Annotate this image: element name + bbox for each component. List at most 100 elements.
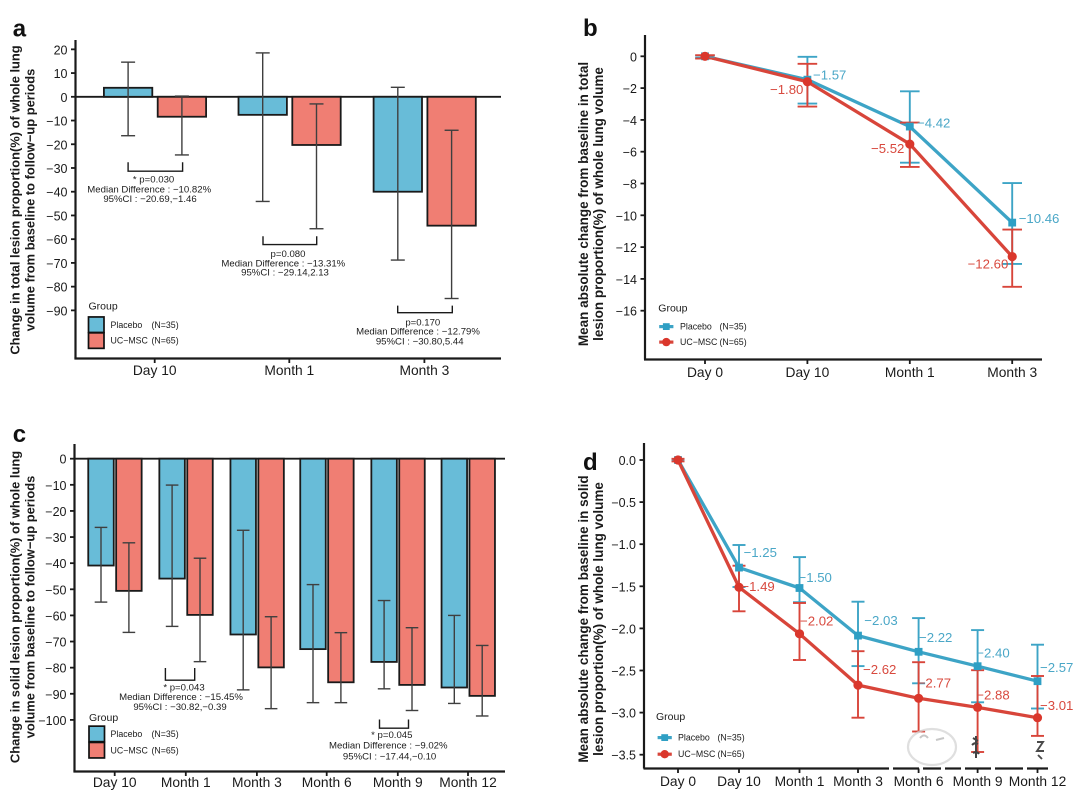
svg-text:Month 3: Month 3 xyxy=(399,363,449,378)
svg-text:Mean absolute change from base: Mean absolute change from baseline in so… xyxy=(576,475,591,762)
svg-text:volume from baseline to follow: volume from baseline to follow−up period… xyxy=(23,69,38,332)
svg-text:Day 10: Day 10 xyxy=(786,365,830,380)
svg-text:−90: −90 xyxy=(46,304,67,318)
svg-text:b: b xyxy=(583,15,598,42)
svg-text:Month 1: Month 1 xyxy=(885,365,935,380)
svg-text:−3.0: −3.0 xyxy=(611,707,636,721)
svg-text:Median Difference : −12.79%: Median Difference : −12.79% xyxy=(356,327,480,338)
svg-text:−3.5: −3.5 xyxy=(611,749,636,763)
svg-text:UC−MSC: UC−MSC xyxy=(680,337,718,347)
svg-text:Month 6: Month 6 xyxy=(302,775,352,790)
svg-text:(N=35): (N=35) xyxy=(152,729,179,739)
svg-text:UC−MSC: UC−MSC xyxy=(111,745,149,755)
svg-text:Change in total lesion proport: Change in total lesion proportion(%) of … xyxy=(8,45,23,354)
svg-text:−2.5: −2.5 xyxy=(611,665,636,679)
svg-text:Median Difference : −15.45%: Median Difference : −15.45% xyxy=(119,692,243,703)
svg-text:−14: −14 xyxy=(616,273,637,287)
svg-text:95%CI : −30.80,5.44: 95%CI : −30.80,5.44 xyxy=(376,336,464,347)
svg-text:−2.88: −2.88 xyxy=(976,687,1009,702)
svg-text:a: a xyxy=(13,15,27,42)
svg-text:p=0.080: p=0.080 xyxy=(271,249,306,260)
svg-text:−100: −100 xyxy=(38,714,66,728)
svg-text:−30: −30 xyxy=(46,162,67,176)
svg-text:p=0.170: p=0.170 xyxy=(405,318,440,329)
svg-text:−60: −60 xyxy=(45,609,66,623)
svg-text:−30: −30 xyxy=(45,531,66,545)
svg-text:95%CI : −30.82,−0.39: 95%CI : −30.82,−0.39 xyxy=(133,702,226,713)
svg-text:UC−MSC: UC−MSC xyxy=(111,336,149,346)
svg-text:Month 3: Month 3 xyxy=(987,365,1037,380)
svg-text:−1.25: −1.25 xyxy=(744,545,777,560)
svg-text:Group: Group xyxy=(658,303,687,315)
svg-text:−70: −70 xyxy=(45,636,66,650)
svg-text:−16: −16 xyxy=(616,305,637,319)
svg-text:Month 1: Month 1 xyxy=(264,363,314,378)
svg-text:−2.03: −2.03 xyxy=(864,613,897,628)
svg-text:−3.01: −3.01 xyxy=(1040,698,1073,713)
svg-text:Placebo: Placebo xyxy=(680,321,712,331)
svg-text:20: 20 xyxy=(54,43,68,57)
svg-text:−90: −90 xyxy=(45,688,66,702)
svg-text:−2.62: −2.62 xyxy=(863,662,896,677)
svg-text:−50: −50 xyxy=(46,209,67,223)
svg-text:Month 1: Month 1 xyxy=(775,774,825,789)
svg-text:−2.57: −2.57 xyxy=(1040,660,1073,675)
svg-text:(N=65): (N=65) xyxy=(152,745,179,755)
svg-text:Month 3: Month 3 xyxy=(833,774,883,789)
svg-text:−1.5: −1.5 xyxy=(611,580,636,594)
svg-text:volume from baseline to follow: volume from baseline to follow−up period… xyxy=(23,476,38,739)
svg-text:UC−MSC: UC−MSC xyxy=(678,749,716,759)
svg-text:−60: −60 xyxy=(46,233,67,247)
svg-text:−4.42: −4.42 xyxy=(917,115,950,130)
svg-text:(N=65): (N=65) xyxy=(720,337,747,347)
svg-text:−1.50: −1.50 xyxy=(799,570,832,585)
svg-text:c: c xyxy=(13,421,26,448)
svg-text:(N=35): (N=35) xyxy=(720,321,747,331)
svg-text:0: 0 xyxy=(630,50,637,64)
svg-text:Median Difference : −13.31%: Median Difference : −13.31% xyxy=(221,258,345,269)
svg-text:Month 9: Month 9 xyxy=(373,775,423,790)
svg-text:−2.77: −2.77 xyxy=(918,676,951,691)
svg-text:(N=65): (N=65) xyxy=(718,749,745,759)
svg-text:(N=35): (N=35) xyxy=(152,320,179,330)
svg-text:0: 0 xyxy=(60,453,67,467)
svg-text:95%CI : −29.14,2.13: 95%CI : −29.14,2.13 xyxy=(241,268,329,279)
svg-text:−10.46: −10.46 xyxy=(1019,211,1060,226)
svg-text:−12: −12 xyxy=(616,241,637,255)
svg-text:lesion proportion(%) of whole: lesion proportion(%) of whole lung volum… xyxy=(591,67,606,341)
svg-text:−12.60: −12.60 xyxy=(968,256,1009,271)
svg-text:* p=0.045: * p=0.045 xyxy=(371,730,412,741)
svg-text:−5.52: −5.52 xyxy=(871,141,904,156)
svg-text:Change in solid lesion proport: Change in solid lesion proportion(%) of … xyxy=(8,451,23,763)
svg-text:−40: −40 xyxy=(46,186,67,200)
svg-text:Month 12: Month 12 xyxy=(1009,774,1067,789)
svg-text:(N=35): (N=35) xyxy=(718,733,745,743)
svg-text:−1.80: −1.80 xyxy=(770,82,803,97)
svg-text:Group: Group xyxy=(89,301,118,313)
svg-text:Placebo: Placebo xyxy=(111,729,143,739)
svg-text:10: 10 xyxy=(54,67,68,81)
svg-text:−1.57: −1.57 xyxy=(813,68,846,83)
svg-text:−10: −10 xyxy=(616,209,637,223)
svg-text:−1.49: −1.49 xyxy=(741,579,774,594)
svg-text:* p=0.043: * p=0.043 xyxy=(163,682,204,693)
svg-text:95%CI : −20.69,−1.46: 95%CI : −20.69,−1.46 xyxy=(103,194,196,205)
svg-text:* p=0.030: * p=0.030 xyxy=(133,174,174,185)
svg-text:Day 10: Day 10 xyxy=(717,774,761,789)
svg-text:Median Difference : −10.82%: Median Difference : −10.82% xyxy=(87,184,211,195)
svg-text:−20: −20 xyxy=(46,138,67,152)
svg-text:−2.22: −2.22 xyxy=(919,630,952,645)
svg-text:Day 10: Day 10 xyxy=(133,363,177,378)
svg-text:Month 6: Month 6 xyxy=(894,774,944,789)
svg-text:−6: −6 xyxy=(623,146,637,160)
svg-text:Group: Group xyxy=(89,712,118,724)
svg-text:−50: −50 xyxy=(45,583,66,597)
svg-text:−8: −8 xyxy=(623,178,637,192)
svg-text:lesion proportion(%) of whole: lesion proportion(%) of whole lung volum… xyxy=(591,482,606,756)
svg-text:Mean absolute change from base: Mean absolute change from baseline in to… xyxy=(576,62,591,346)
svg-text:Day 0: Day 0 xyxy=(687,365,723,380)
svg-text:−10: −10 xyxy=(45,479,66,493)
svg-text:Day 10: Day 10 xyxy=(93,775,137,790)
svg-text:−2.02: −2.02 xyxy=(800,614,833,629)
svg-text:−2.0: −2.0 xyxy=(611,622,636,636)
